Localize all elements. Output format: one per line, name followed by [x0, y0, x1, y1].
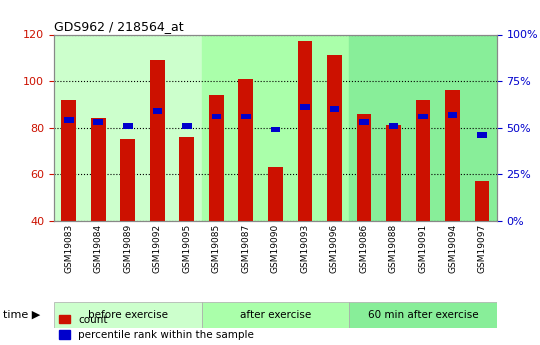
Text: GSM19086: GSM19086	[360, 224, 368, 273]
Bar	[349, 302, 497, 328]
Bar	[329, 106, 339, 112]
Bar	[300, 104, 310, 110]
Text: after exercise: after exercise	[240, 310, 311, 320]
Bar	[212, 114, 221, 119]
Text: GSM19084: GSM19084	[94, 224, 103, 273]
Bar	[298, 41, 312, 221]
Bar	[120, 139, 135, 221]
Bar	[54, 34, 201, 221]
Bar	[93, 119, 103, 125]
Bar	[448, 112, 457, 118]
Text: GSM19093: GSM19093	[300, 224, 309, 273]
Bar	[327, 56, 342, 221]
Bar	[416, 100, 430, 221]
Text: 60 min after exercise: 60 min after exercise	[368, 310, 478, 320]
Bar	[268, 167, 283, 221]
Text: before exercise: before exercise	[88, 310, 168, 320]
Bar	[475, 181, 489, 221]
Bar	[201, 34, 349, 221]
Bar	[241, 114, 251, 119]
Bar	[271, 127, 280, 132]
Bar	[179, 137, 194, 221]
Text: GSM19095: GSM19095	[183, 224, 191, 273]
Text: GSM19091: GSM19091	[418, 224, 428, 273]
Text: GSM19094: GSM19094	[448, 224, 457, 273]
Bar	[359, 119, 369, 125]
Bar	[123, 123, 133, 129]
Bar	[182, 123, 192, 129]
Text: GSM19090: GSM19090	[271, 224, 280, 273]
Legend: count, percentile rank within the sample: count, percentile rank within the sample	[59, 315, 254, 340]
Bar	[91, 118, 106, 221]
Text: time ▶: time ▶	[3, 310, 40, 320]
Bar	[477, 132, 487, 138]
Text: GSM19088: GSM19088	[389, 224, 398, 273]
Bar	[349, 34, 497, 221]
Bar	[150, 60, 165, 221]
Bar	[64, 117, 73, 123]
Bar	[389, 123, 399, 129]
Bar	[386, 125, 401, 221]
Text: GSM19092: GSM19092	[153, 224, 162, 273]
Bar	[445, 90, 460, 221]
Bar	[239, 79, 253, 221]
Bar	[209, 95, 224, 221]
Text: GSM19085: GSM19085	[212, 224, 221, 273]
Text: GSM19096: GSM19096	[330, 224, 339, 273]
Text: GSM19097: GSM19097	[477, 224, 487, 273]
Bar	[62, 100, 76, 221]
Bar	[356, 114, 372, 221]
Text: GSM19087: GSM19087	[241, 224, 251, 273]
Bar	[152, 108, 162, 114]
Bar	[54, 302, 201, 328]
Text: GSM19089: GSM19089	[123, 224, 132, 273]
Text: GDS962 / 218564_at: GDS962 / 218564_at	[54, 20, 184, 33]
Text: GSM19083: GSM19083	[64, 224, 73, 273]
Bar	[418, 114, 428, 119]
Bar	[201, 302, 349, 328]
